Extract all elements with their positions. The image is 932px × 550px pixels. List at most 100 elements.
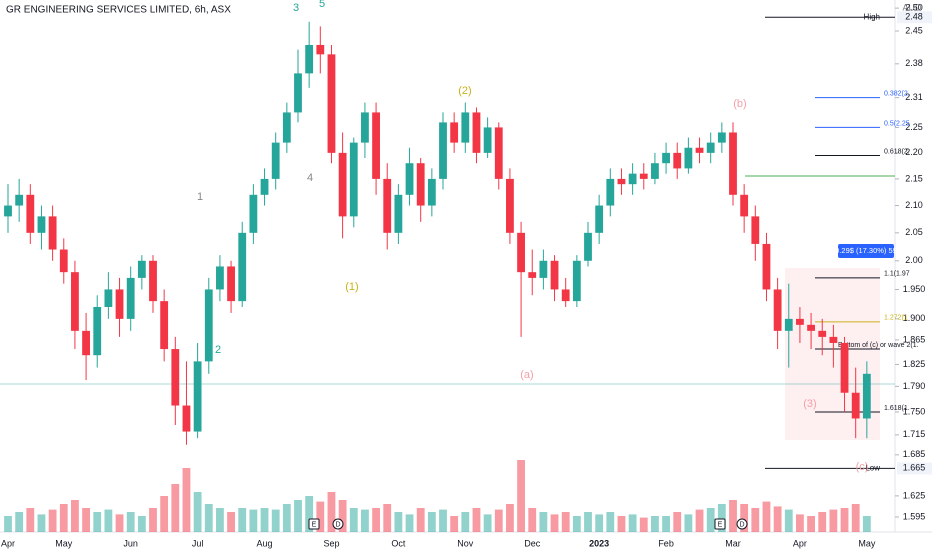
volume-bar [26,508,35,532]
volume-bar [729,500,737,532]
volume-bar [695,509,704,532]
event-marker [736,518,748,530]
volume-bar [584,512,592,532]
volume-bar [93,512,102,532]
volume-bar [617,516,626,532]
y-tick-label: 1.685 [903,449,926,459]
volume-bar [249,509,258,532]
y-tick-label: 2.05 [905,227,923,237]
candle-body [773,289,782,331]
volume-bar [149,508,157,532]
volume-bar [740,504,749,532]
volume-bar [673,512,682,532]
event-label: D [739,521,744,528]
y-tick-label: 1.595 [903,511,926,521]
candle-body [282,112,291,143]
x-tick-label: Sep [323,538,339,548]
fib-label: 0.5(2.25 [884,120,910,127]
candle-body [416,163,425,206]
x-tick-label: Feb [658,538,674,548]
candle-body [171,349,180,406]
candle-body [561,289,570,302]
volume-bar [818,512,827,532]
candle-body [439,122,447,179]
candle-body [550,260,559,290]
wave-label: (c) [856,461,869,473]
event-label: E [718,521,723,528]
fib-label: 1.1(1.97 [884,271,910,278]
x-tick-label: Nov [457,538,474,548]
price-tag [897,11,932,24]
x-tick-label: 2023 [589,538,609,548]
candle-body [729,132,737,195]
y-tick-label: 1.715 [903,429,926,439]
candle-body [840,342,849,393]
volume-bar [405,514,414,532]
candle-body [796,318,804,325]
candle-body [584,232,592,261]
x-tick-label: Dec [524,538,541,548]
candle-body [249,194,258,233]
volume-bar [862,516,871,532]
x-tick-label: Apr [793,538,807,548]
volume-bar [204,504,213,532]
volume-bar [851,504,860,532]
volume-bar [461,512,470,532]
volume-bar [82,508,90,532]
candle-body [829,336,838,343]
candle-body [4,205,12,217]
candle-body [327,54,336,153]
volume-bar [595,514,604,532]
candle-body [383,178,392,233]
volume-bar [639,517,648,532]
candle-body [762,243,771,290]
candle-body [450,122,459,143]
volume-bar [294,500,302,532]
y-tick-label: 2.38 [905,58,923,68]
candle-body [818,330,827,337]
y-tick-label: 1.865 [903,334,926,344]
volume-bar [450,516,459,532]
wave-label: (b) [733,98,746,110]
fib-label: 0.382(2. [884,90,910,97]
y-tick-label: 2.25 [905,122,923,132]
chart-title: GR ENGINEERING SERVICES LIMITED, 6h, ASX [6,5,231,16]
wave-label: (1) [345,281,358,293]
volume-bar [115,514,124,532]
candle-body [160,301,169,350]
x-tick-label: Aug [257,538,273,548]
candle-body [706,142,715,153]
candle-body [472,112,481,153]
candle-body [93,307,102,356]
candle-body [539,260,548,278]
y-tick-label: 2.45 [905,25,923,35]
volume-bar [383,504,392,532]
price-tag-value: 2.48 [905,12,923,22]
y-tick-label: 2.31 [905,92,923,102]
candle-body [617,178,626,185]
volume-bar [126,512,135,532]
candle-body [104,289,113,308]
volume-bar [394,512,403,532]
x-tick-label: May [858,538,876,548]
volume-bar [506,504,514,532]
candle-body [137,260,146,278]
candle-body [639,173,648,179]
candle-body [126,277,135,319]
price-tag [897,462,932,475]
volume-bar [662,516,670,532]
volume-bar [282,504,291,532]
volume-bar [361,509,369,532]
candle-body [204,289,213,362]
candle-body [193,361,202,432]
volume-bar [271,509,280,532]
candle-body [238,232,247,302]
candle-body [461,112,470,143]
candle-body [59,249,68,273]
volume-bar [71,500,79,532]
price-tag-label: High [864,12,880,21]
candle-body [651,163,659,179]
volume-bar [550,514,559,532]
candle-body [751,216,760,244]
volume-bar [572,516,581,532]
